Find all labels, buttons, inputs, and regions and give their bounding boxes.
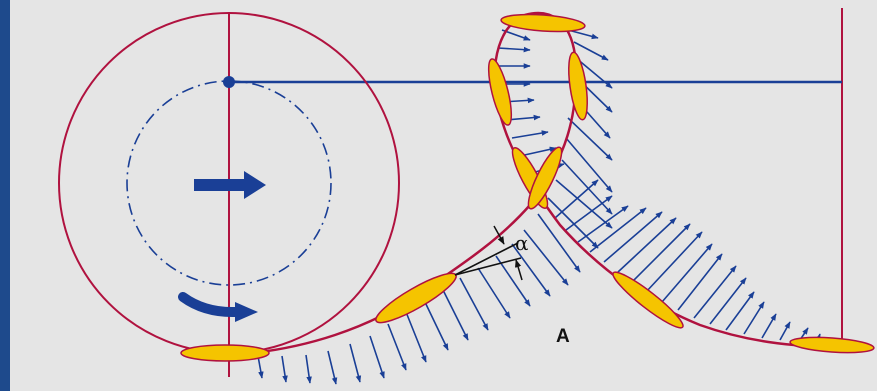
velocity-vector-34 [519, 146, 557, 157]
velocity-vector-19 [561, 159, 613, 215]
velocity-vector-9 [423, 299, 449, 351]
velocity-vector-41 [617, 217, 677, 273]
velocity-vector-51 [779, 321, 791, 341]
angle-annotation: α [454, 225, 529, 281]
blade-1 [180, 344, 270, 362]
left-accent-bar [0, 0, 10, 391]
velocity-vector-20 [565, 137, 613, 193]
velocity-vector-6 [369, 335, 385, 379]
velocity-vector-7 [387, 323, 407, 371]
blades [180, 13, 875, 362]
velocity-vector-39 [589, 207, 647, 253]
velocity-vector-14 [511, 243, 551, 297]
blade-5 [568, 51, 588, 121]
point-a-label: A [556, 326, 570, 347]
velocity-vector-10 [441, 287, 469, 341]
angle-alpha-label: α [515, 231, 529, 255]
inner-dash-dot-circle [126, 80, 332, 286]
velocity-vector-25 [573, 41, 609, 61]
velocity-vector-8 [405, 311, 427, 363]
velocity-vector-43 [645, 231, 703, 293]
velocity-vector-36 [554, 179, 599, 219]
blade-8 [612, 271, 684, 329]
blade-7 [527, 146, 563, 210]
velocity-vector-38 [577, 205, 629, 243]
angle-marker-lower [515, 259, 523, 281]
velocity-vector-44 [661, 243, 713, 303]
angle-marker-upper [493, 225, 505, 245]
velocity-vector-18 [555, 179, 613, 229]
velocity-vector-28 [497, 46, 531, 53]
velocity-vector-46 [693, 265, 737, 319]
center-dot [223, 76, 235, 88]
blade-4 [487, 58, 513, 126]
velocity-vector-49 [743, 301, 765, 335]
velocity-vector-1 [257, 355, 264, 379]
velocity-vector-45 [677, 253, 723, 311]
velocity-vector-13 [495, 255, 531, 307]
velocity-vector-40 [603, 211, 663, 263]
velocity-vector-33 [511, 130, 549, 139]
velocity-vector-17 [547, 197, 599, 249]
velocity-vector-5 [349, 343, 362, 383]
velocity-vector-4 [327, 350, 338, 385]
flow-line [454, 257, 522, 276]
arrow-right-icon [194, 171, 266, 199]
velocity-vector-48 [725, 291, 755, 331]
velocity-vector-24 [575, 57, 613, 89]
blade-9 [789, 336, 875, 354]
velocity-vector-37 [565, 195, 613, 231]
velocity-vector-12 [477, 267, 511, 319]
velocity-vector-11 [459, 277, 489, 331]
velocity-vector-47 [709, 277, 747, 325]
velocity-vector-21 [567, 117, 613, 161]
curved-arrow-icon [178, 292, 258, 322]
velocity-vector-3 [305, 354, 312, 384]
velocity-vector-16 [537, 213, 581, 273]
velocity-vector-15 [523, 229, 569, 286]
chord-line [454, 242, 519, 276]
velocity-vector-50 [761, 313, 777, 339]
velocity-vector-42 [631, 223, 691, 283]
velocity-vector-2 [281, 355, 288, 383]
blade-3 [500, 13, 586, 33]
